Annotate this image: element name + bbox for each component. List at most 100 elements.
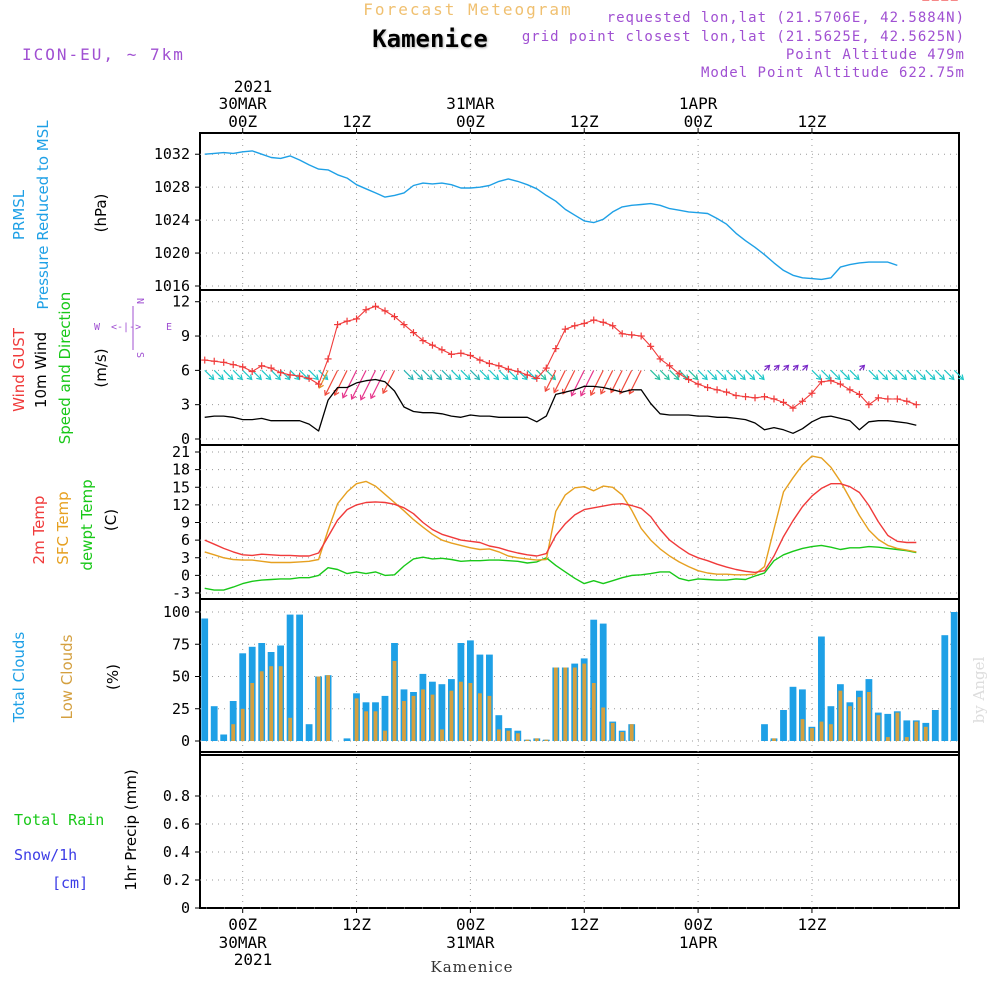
y-tick-label: 3 xyxy=(181,549,190,567)
wind-direction-arrow xyxy=(688,369,699,380)
wind-direction-arrow xyxy=(318,370,329,389)
low-clouds-bar xyxy=(487,695,492,741)
y-tick-label: 21 xyxy=(172,443,190,461)
wind-direction-arrowhead xyxy=(853,374,860,381)
wind-direction-arrowhead xyxy=(773,364,780,371)
y-tick-label: 9 xyxy=(181,327,190,345)
bottom-tick-label: 12Z xyxy=(570,915,599,934)
low-clouds-bar xyxy=(449,690,454,741)
y-tick-label: 3 xyxy=(181,396,190,414)
wind-direction-arrow xyxy=(887,369,898,380)
wind-direction-arrowhead xyxy=(579,390,586,397)
wind-direction-arrow xyxy=(351,370,367,400)
wind-direction-arrow xyxy=(580,370,595,396)
pressure-unit-label: (hPa) xyxy=(92,194,110,233)
total-clouds-bar xyxy=(229,701,237,741)
wind-direction-arrow xyxy=(600,370,614,395)
wind-direction-arrowhead xyxy=(483,374,490,381)
wind-direction-arrowhead xyxy=(721,374,727,381)
y-tick-label: 0.2 xyxy=(163,871,190,889)
model-altitude: Model Point Altitude 622.75m xyxy=(701,65,965,81)
low-clouds-bar xyxy=(421,689,425,741)
bottom-tick-label: 00Z xyxy=(456,915,485,934)
total-clouds-bar xyxy=(827,706,835,741)
y-tick-label: 6 xyxy=(181,361,190,379)
wind-direction-arrowhead xyxy=(359,394,366,401)
wind-direction-arrow xyxy=(280,369,291,380)
gust-label: Wind GUST xyxy=(10,327,28,412)
wind-direction-arrowhead xyxy=(749,374,756,381)
y-tick-label: -3 xyxy=(172,584,190,602)
wind-direction-arrow xyxy=(915,369,926,380)
wind-direction-arrow xyxy=(232,369,243,380)
total-clouds-bar xyxy=(305,724,313,741)
compass-w: W xyxy=(94,322,101,333)
wind-direction-arrowhead xyxy=(218,374,224,381)
low-clouds-bar xyxy=(430,694,435,741)
total-clouds-bar xyxy=(761,724,768,741)
wind-direction-arrow xyxy=(562,370,576,395)
gust-line xyxy=(204,305,917,409)
wind-direction-arrow xyxy=(868,369,879,380)
wind-direction-arrowhead xyxy=(711,374,718,381)
wind-direction-arrowhead xyxy=(882,374,889,381)
low-clouds-bar xyxy=(544,739,549,741)
wind-direction-arrow xyxy=(334,370,348,396)
wind-direction-arrow xyxy=(261,369,272,380)
wind-direction-arrowhead xyxy=(910,374,917,381)
compass-s: S xyxy=(134,352,145,358)
low-clouds-bar xyxy=(278,666,283,741)
top-date-label: 30MAR xyxy=(219,94,268,113)
wind-direction-arrow xyxy=(735,369,746,380)
low-clouds-bar xyxy=(383,730,387,741)
total-clouds-bar xyxy=(210,706,218,741)
y-tick-label: 6 xyxy=(181,531,190,549)
wind-direction-arrowhead xyxy=(464,374,471,381)
wind-direction-arrow xyxy=(324,370,339,396)
total-clouds-bar xyxy=(590,619,598,741)
wind-direction-arrow xyxy=(270,369,281,380)
wind-direction-arrow xyxy=(223,369,234,380)
wind-compass: W <-|-> E N S xyxy=(94,298,172,358)
y-tick-label: 12 xyxy=(172,496,190,514)
wind-direction-arrow xyxy=(213,369,224,380)
wind-direction-arrowhead xyxy=(512,374,519,381)
outer-frame xyxy=(199,132,960,909)
wind-direction-arrow xyxy=(308,369,319,380)
low-clouds-bar xyxy=(810,728,814,741)
temperature-panel: 2m Temp SFC Temp dewpt Temp (C) xyxy=(30,479,120,570)
total-clouds-bar xyxy=(789,686,797,741)
wind-direction-arrow xyxy=(669,369,680,380)
wind-direction-arrow xyxy=(849,369,860,380)
wind-direction-arrow xyxy=(342,370,358,398)
low-clouds-bar xyxy=(610,722,615,741)
wind-direction-arrowhead xyxy=(341,392,348,399)
low-clouds-bar xyxy=(857,697,862,741)
y-tick-label: 1028 xyxy=(154,178,190,196)
top-tick-label: 00Z xyxy=(228,112,257,131)
location-title: Kamenice xyxy=(372,25,488,53)
wind-direction-arrow xyxy=(370,370,386,399)
low-clouds-bar xyxy=(506,730,511,741)
total-clouds-bar xyxy=(201,618,209,741)
low-clouds-bar xyxy=(553,667,558,741)
wind-direction-arrowhead xyxy=(948,374,955,381)
low-clouds-bar xyxy=(876,715,881,741)
total-clouds-bar xyxy=(438,684,446,741)
low-clouds-bar xyxy=(364,711,368,741)
total-clouds-bar xyxy=(799,689,806,741)
10m-wind-line xyxy=(204,378,917,434)
snow-label: Snow/1h xyxy=(14,846,77,864)
low-clouds-bar xyxy=(525,739,530,741)
sfc-temp-line xyxy=(204,455,917,576)
wind-direction-arrow xyxy=(507,369,518,380)
wind-direction-arrowhead xyxy=(369,393,376,400)
product-title: Forecast Meteogram xyxy=(363,0,572,19)
wind-direction-arrow xyxy=(934,369,945,380)
wind-direction-arrow xyxy=(811,369,822,380)
top-tick-label: 00Z xyxy=(456,112,485,131)
low-clouds-bar xyxy=(572,667,577,741)
chart-marks: 00Z30MAR00Z30MAR12Z12Z00Z31MAR00Z31MAR12… xyxy=(154,0,965,952)
low-clouds-bar xyxy=(478,693,482,741)
low-clouds-bar xyxy=(459,681,463,741)
